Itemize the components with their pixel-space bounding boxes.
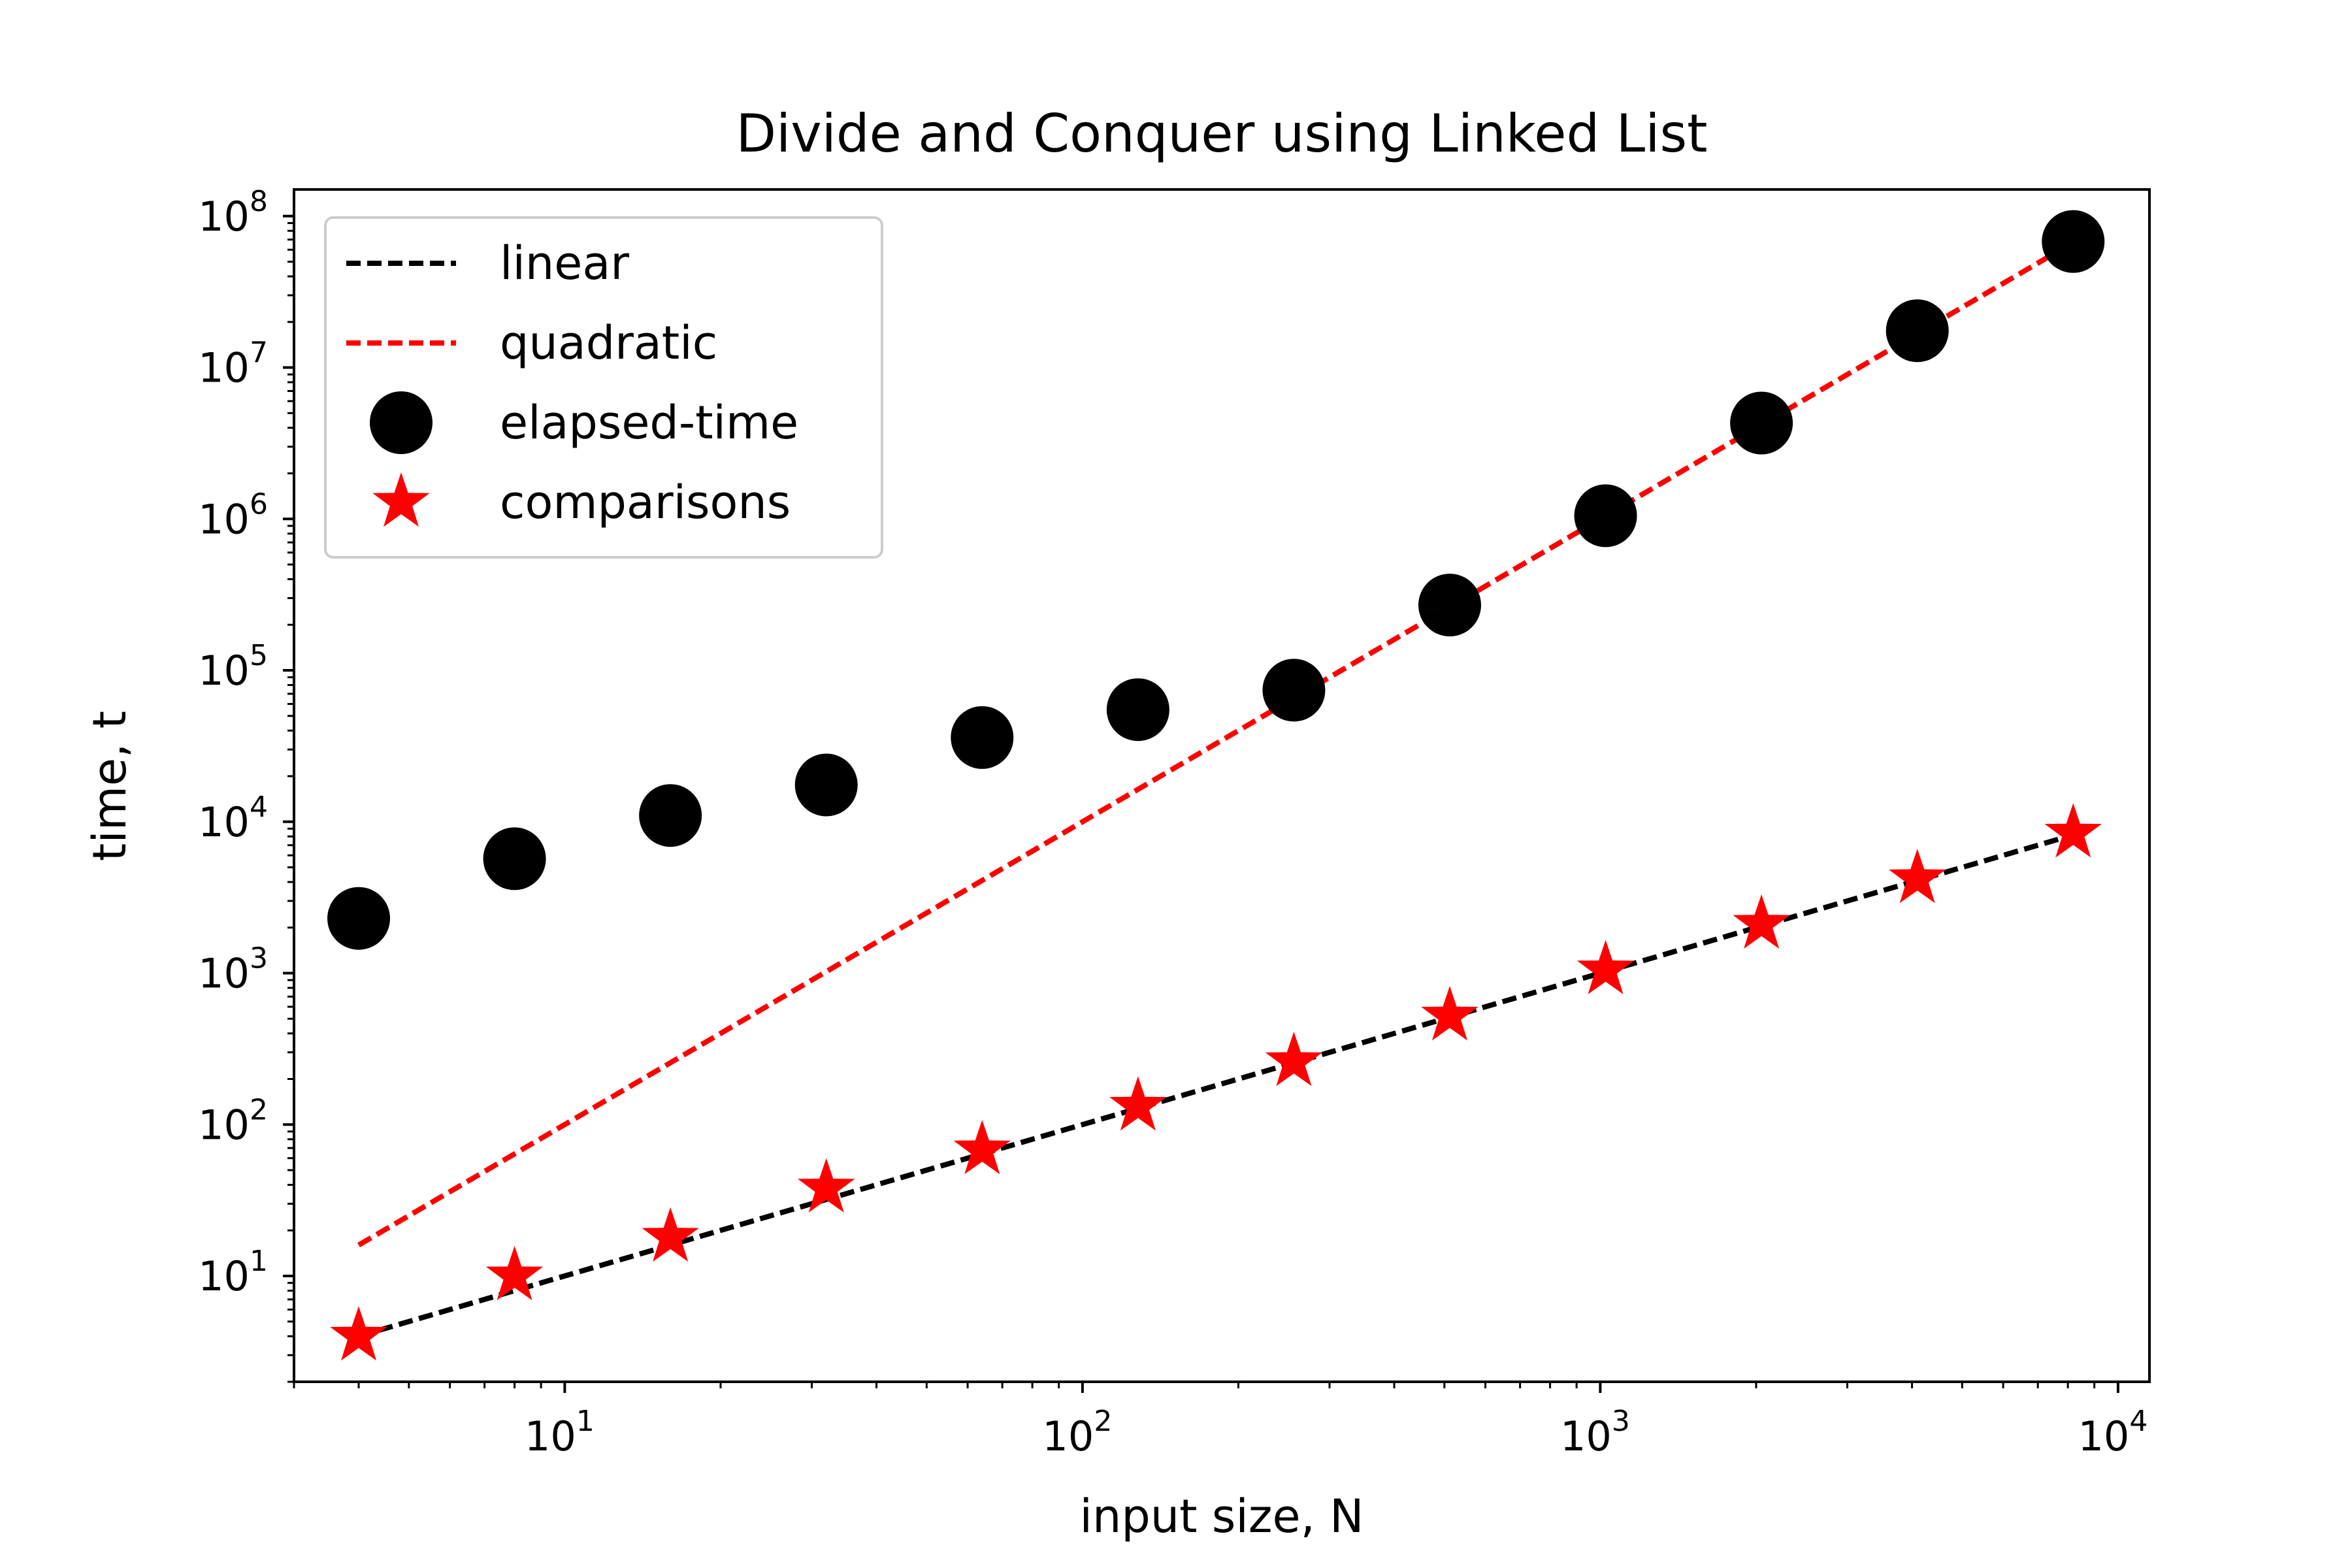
series-elapsed-time (327, 210, 2105, 950)
legend-item-comparisons: comparisons (372, 472, 791, 529)
y-tick-base: 10 (198, 1252, 250, 1300)
y-tick-base: 10 (198, 193, 250, 240)
legend: linear quadratic elapsed-time comparisons (324, 216, 883, 559)
point-elapsed-time (951, 706, 1014, 769)
y-tick-exponent: 6 (250, 487, 268, 521)
legend-item-elapsed-time: elapsed-time (370, 391, 798, 454)
point-elapsed-time (2042, 210, 2105, 273)
legend-box (324, 216, 883, 559)
point-elapsed-time (1418, 574, 1481, 637)
legend-label: quadratic (500, 316, 717, 370)
point-comparisons (1109, 1076, 1167, 1131)
axes-frame (293, 188, 2151, 1383)
x-tick-base: 10 (2078, 1413, 2129, 1460)
y-tick-exponent: 5 (250, 639, 268, 672)
y-tick-base: 10 (198, 344, 250, 392)
point-elapsed-time (327, 887, 391, 950)
y-tick-base: 10 (198, 495, 250, 543)
y-tick-label: 107 (198, 336, 268, 392)
plot-area (327, 210, 2105, 1361)
y-tick-label: 101 (198, 1245, 268, 1300)
x-tick-label: 101 (525, 1405, 595, 1460)
y-tick-exponent: 1 (250, 1245, 268, 1278)
point-elapsed-time (1730, 391, 1793, 455)
point-elapsed-time (1106, 678, 1169, 742)
point-comparisons (1888, 849, 1946, 904)
x-tick-label: 104 (2078, 1405, 2148, 1460)
y-tick-base: 10 (198, 798, 250, 846)
point-elapsed-time (794, 753, 858, 817)
y-tick-label: 105 (198, 639, 268, 694)
point-comparisons (330, 1306, 387, 1361)
point-comparisons (953, 1120, 1011, 1175)
x-tick-exponent: 2 (1094, 1405, 1112, 1438)
y-tick-base: 10 (198, 950, 250, 998)
y-tick-exponent: 4 (250, 791, 268, 824)
point-comparisons (485, 1246, 544, 1301)
legend-label: elapsed-time (500, 396, 798, 449)
point-elapsed-time (483, 827, 546, 890)
series-linear (357, 832, 2074, 1339)
y-axis-label: time, t (83, 711, 137, 861)
legend-swatch-comparisons (372, 472, 430, 527)
y-tick-label: 108 (198, 185, 268, 240)
x-tick-base: 10 (1042, 1413, 1094, 1460)
legend-item-linear: linear (346, 237, 629, 290)
point-comparisons (1421, 986, 1478, 1041)
x-tick-exponent: 3 (1612, 1405, 1630, 1438)
line-linear (357, 832, 2074, 1339)
y-tick-exponent: 7 (250, 336, 268, 370)
point-comparisons (2044, 803, 2102, 858)
x-tick-label: 103 (1560, 1405, 1630, 1460)
y-tick-label: 103 (198, 942, 268, 998)
legend-label: linear (500, 237, 629, 290)
series-comparisons (330, 803, 2102, 1361)
legend-label: comparisons (500, 476, 791, 529)
x-tick-exponent: 1 (576, 1405, 595, 1438)
point-elapsed-time (1262, 659, 1326, 722)
y-tick-label: 104 (198, 791, 268, 846)
point-comparisons (798, 1158, 855, 1213)
point-comparisons (1265, 1032, 1323, 1086)
chart-title: Divide and Conquer using Linked List (736, 103, 1707, 164)
x-axis-label: input size, N (1080, 1490, 1364, 1543)
y-tick-base: 10 (198, 1101, 250, 1149)
y-tick-exponent: 2 (250, 1093, 268, 1126)
y-tick-label: 106 (198, 487, 268, 543)
legend-item-quadratic: quadratic (346, 316, 717, 370)
y-tick-base: 10 (198, 647, 250, 694)
point-comparisons (1733, 894, 1790, 949)
y-tick-label: 102 (198, 1093, 268, 1149)
x-axis: 101 102 103 104 (293, 1382, 2148, 1460)
legend-swatch-elapsed-time (370, 391, 433, 454)
y-tick-exponent: 8 (250, 185, 268, 218)
point-elapsed-time (1574, 484, 1637, 547)
x-tick-label: 102 (1042, 1405, 1112, 1460)
x-tick-base: 10 (1560, 1413, 1612, 1460)
point-comparisons (1576, 939, 1635, 994)
point-elapsed-time (639, 784, 702, 847)
y-tick-exponent: 3 (250, 942, 268, 975)
x-tick-exponent: 4 (2129, 1405, 2148, 1438)
x-tick-base: 10 (525, 1413, 576, 1460)
point-elapsed-time (1886, 299, 1949, 363)
point-comparisons (642, 1207, 699, 1262)
